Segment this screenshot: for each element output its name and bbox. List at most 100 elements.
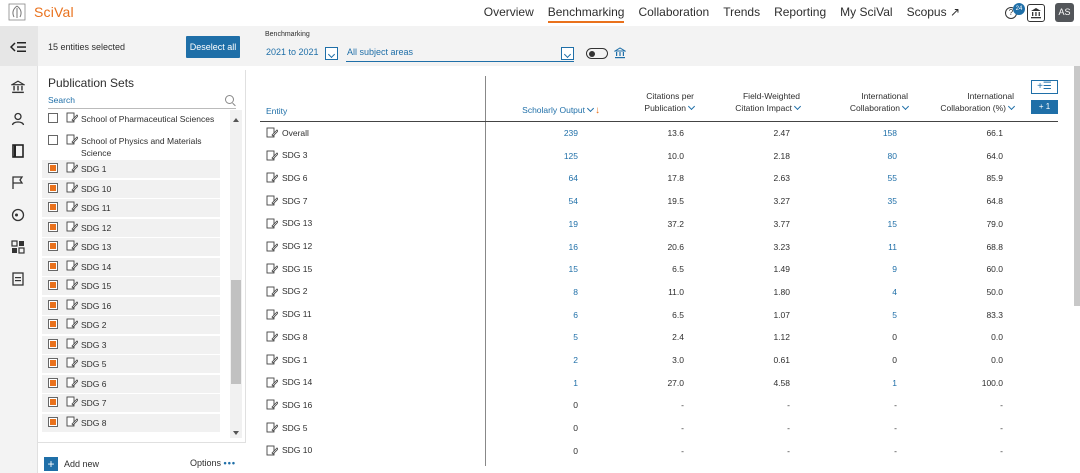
nav-overview[interactable]: Overview: [483, 5, 534, 19]
institution-switch-button[interactable]: [1027, 3, 1045, 22]
dashboard-icon[interactable]: [9, 238, 27, 256]
toggle-icon[interactable]: [586, 48, 608, 59]
entity-cell[interactable]: SDG 8: [266, 331, 308, 342]
entity-cell[interactable]: SDG 2: [266, 286, 308, 297]
checkbox[interactable]: [48, 113, 58, 123]
international-collaboration-cell[interactable]: 1: [892, 377, 897, 388]
entity-cell[interactable]: SDG 3: [266, 150, 308, 161]
international-collaboration-cell[interactable]: 55: [887, 173, 897, 184]
entity-cell[interactable]: SDG 14: [266, 377, 312, 388]
scroll-down-arrow-icon[interactable]: [233, 431, 239, 435]
list-item[interactable]: SDG 16: [42, 297, 220, 315]
report-icon[interactable]: [9, 270, 27, 288]
search-input[interactable]: Search: [48, 95, 236, 109]
panel-scroll-thumb[interactable]: [231, 280, 241, 384]
checkbox[interactable]: [48, 222, 58, 232]
international-collaboration-cell[interactable]: 15: [887, 218, 897, 229]
add-entity-button[interactable]: + 1: [1031, 100, 1058, 114]
entity-cell[interactable]: SDG 15: [266, 263, 312, 274]
international-collaboration-cell[interactable]: 4: [892, 286, 897, 297]
header-entity[interactable]: Entity: [266, 106, 288, 116]
app-logo[interactable]: SciVal: [8, 3, 74, 21]
publication-set-icon[interactable]: [9, 142, 27, 160]
subject-area[interactable]: All subject areas: [347, 47, 414, 57]
institution-icon[interactable]: [9, 78, 27, 96]
entity-cell[interactable]: SDG 10: [266, 445, 312, 456]
list-item[interactable]: SDG 13: [42, 238, 220, 256]
entity-cell[interactable]: SDG 7: [266, 195, 308, 206]
scroll-up-arrow-icon[interactable]: [233, 118, 239, 122]
deselect-all-button[interactable]: Deselect all: [186, 36, 240, 58]
list-item[interactable]: SDG 14: [42, 258, 220, 276]
checkbox[interactable]: [48, 397, 58, 407]
list-item[interactable]: School of Physics and Materials Science: [42, 132, 220, 160]
scholarly-output-cell[interactable]: 125: [563, 150, 578, 161]
entity-cell[interactable]: SDG 13: [266, 218, 312, 229]
checkbox[interactable]: [48, 417, 58, 427]
nav-my-scival[interactable]: My SciVal: [840, 5, 893, 19]
add-column-button[interactable]: +☰: [1031, 80, 1058, 94]
scholarly-output-cell[interactable]: 6: [573, 309, 578, 320]
list-item[interactable]: SDG 7: [42, 394, 220, 412]
options-menu[interactable]: Options •••: [190, 458, 236, 468]
year-range[interactable]: 2021 to 2021: [266, 47, 319, 57]
help-icon[interactable]: ? 24: [1005, 2, 1025, 19]
scholarly-output-cell[interactable]: 15: [568, 264, 578, 275]
list-item[interactable]: SDG 2: [42, 316, 220, 334]
scholarly-output-cell[interactable]: 64: [568, 173, 578, 184]
entity-cell[interactable]: SDG 12: [266, 241, 312, 252]
user-avatar[interactable]: AS: [1055, 3, 1074, 22]
checkbox[interactable]: [48, 135, 58, 145]
header-international-collaboration-pct[interactable]: International Collaboration (%): [940, 90, 1016, 114]
scholarly-output-cell[interactable]: 1: [573, 377, 578, 388]
add-new-button[interactable]: + Add new: [44, 457, 99, 471]
nav-trends[interactable]: Trends: [723, 5, 761, 19]
main-scrollbar[interactable]: [1074, 66, 1080, 306]
international-collaboration-cell[interactable]: 80: [887, 150, 897, 161]
collapse-panel-icon[interactable]: [9, 38, 27, 56]
entity-cell[interactable]: SDG 11: [266, 309, 312, 320]
list-item[interactable]: SDG 8: [42, 414, 220, 432]
international-collaboration-cell[interactable]: 5: [892, 309, 897, 320]
list-item[interactable]: SDG 10: [42, 180, 220, 198]
checkbox[interactable]: [48, 241, 58, 251]
list-item[interactable]: SDG 6: [42, 375, 220, 393]
checkbox[interactable]: [48, 378, 58, 388]
list-item[interactable]: SDG 11: [42, 199, 220, 217]
header-fwci[interactable]: Field-Weighted Citation Impact: [735, 90, 802, 114]
international-collaboration-cell[interactable]: 11: [888, 241, 897, 252]
checkbox[interactable]: [48, 202, 58, 212]
entity-cell[interactable]: SDG 1: [266, 354, 308, 365]
scholarly-output-cell[interactable]: 2: [573, 355, 578, 365]
entity-cell[interactable]: Overall: [266, 127, 309, 138]
nav-collaboration[interactable]: Collaboration: [638, 5, 710, 19]
researcher-icon[interactable]: [9, 110, 27, 128]
checkbox[interactable]: [48, 358, 58, 368]
checkbox[interactable]: [48, 339, 58, 349]
international-collaboration-cell[interactable]: 9: [892, 264, 897, 275]
entity-cell[interactable]: SDG 5: [266, 422, 308, 433]
checkbox[interactable]: [48, 183, 58, 193]
checkbox[interactable]: [48, 261, 58, 271]
year-range-dropdown[interactable]: [325, 47, 338, 60]
header-citations-per-publication[interactable]: Citations per Publication: [644, 90, 696, 114]
list-item[interactable]: SDG 1: [42, 160, 220, 178]
scholarly-output-cell[interactable]: 16: [568, 241, 578, 252]
panel-scrollbar[interactable]: [230, 110, 242, 438]
scholarly-output-cell[interactable]: 8: [573, 286, 578, 297]
international-collaboration-cell[interactable]: 35: [887, 196, 897, 207]
list-item[interactable]: SDG 5: [42, 355, 220, 373]
nav-reporting[interactable]: Reporting: [774, 5, 827, 19]
header-scholarly-output[interactable]: Scholarly Output ↓: [522, 104, 600, 117]
entity-cell[interactable]: SDG 16: [266, 399, 312, 410]
list-item[interactable]: SDG 15: [42, 277, 220, 295]
search-icon[interactable]: [225, 95, 234, 104]
list-item[interactable]: School of Pharmaceutical Sciences: [42, 110, 220, 128]
checkbox[interactable]: [48, 163, 58, 173]
topic-icon[interactable]: [9, 206, 27, 224]
entity-cell[interactable]: SDG 6: [266, 172, 308, 183]
scholarly-output-cell[interactable]: 54: [568, 196, 578, 207]
nav-scopus[interactable]: Scopus ↗: [906, 5, 960, 19]
checkbox[interactable]: [48, 280, 58, 290]
checkbox[interactable]: [48, 300, 58, 310]
